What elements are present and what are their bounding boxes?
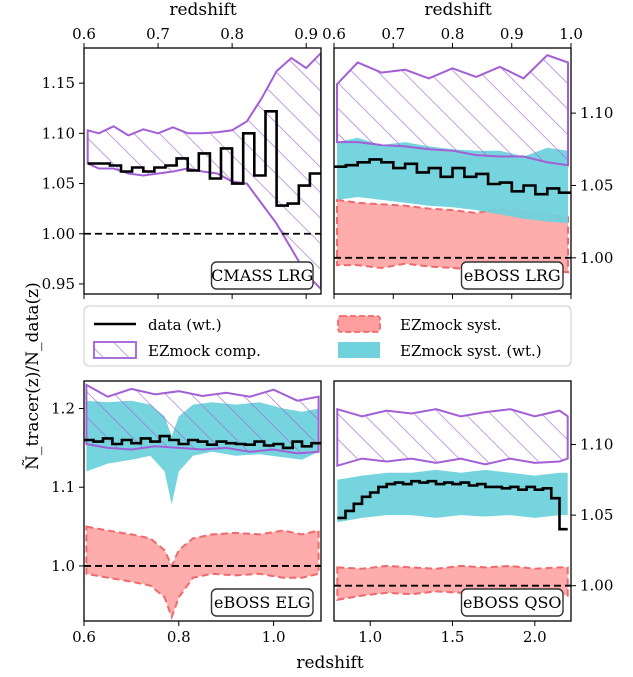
plot-area-eboss-qso <box>334 407 571 601</box>
panel-eboss-elg: 0.6 0.8 1.0 1.0 1.1 1.2 eBOSS ELG <box>51 380 322 646</box>
x-tick-label: 1.0 <box>262 628 286 646</box>
panel-tag-label: CMASS LRG <box>211 266 313 285</box>
legend-item-comp: EZmock comp. <box>93 341 261 360</box>
data-step-line <box>87 110 321 207</box>
y-tick-label: 1.10 <box>42 124 75 142</box>
comp-band <box>86 51 321 291</box>
y-tick-label: 1.0 <box>51 557 75 575</box>
plot-area-eboss-lrg <box>334 54 571 274</box>
data-step-line <box>334 158 571 196</box>
top-xlabel-left: redshift <box>169 0 236 20</box>
comp-band <box>336 54 569 167</box>
x-tick-label-top: 0.8 <box>441 25 465 43</box>
legend: data (wt.) EZmock syst. EZmock comp. EZm… <box>83 305 572 367</box>
legend-label-comp: EZmock comp. <box>148 342 261 360</box>
legend-label-data: data (wt.) <box>148 316 222 334</box>
y-tick-label: 1.05 <box>580 176 613 194</box>
plot-area-eboss-elg <box>84 383 321 621</box>
legend-label-syst: EZmock syst. <box>400 316 502 334</box>
x-tick-label: 1.0 <box>358 628 382 646</box>
syst-wt-band <box>337 137 568 224</box>
legend-swatch-syst-wt <box>338 342 380 358</box>
bottom-xlabel: redshift <box>296 653 363 673</box>
y-tick-label: 1.00 <box>42 225 75 243</box>
y-tick-label: 1.10 <box>580 104 613 122</box>
syst-band <box>336 198 569 274</box>
x-tick-label-top: 0.6 <box>72 25 96 43</box>
x-tick-label-top: 0.9 <box>294 25 318 43</box>
y-axis-label: Ñ_tracer(z)/N_data(z) <box>22 282 43 470</box>
panel-cmass-lrg: 0.6 0.7 0.8 0.9 0.95 1.00 1.05 1.10 1.15 CMASS LR… <box>42 25 322 299</box>
data-step-line <box>84 434 321 450</box>
x-tick-label-top: 0.7 <box>381 25 405 43</box>
panel-tag-label: eBOSS ELG <box>214 593 310 612</box>
x-tick-label-top: 0.9 <box>500 25 524 43</box>
y-tick-label: 1.1 <box>51 478 75 496</box>
y-tick-label: 1.15 <box>42 74 75 92</box>
y-tick-label: 1.00 <box>580 249 613 267</box>
syst-wt-band <box>337 469 568 523</box>
x-tick-label-top: 1.0 <box>559 25 583 43</box>
legend-item-syst-wt: EZmock syst. (wt.) <box>338 342 542 360</box>
comp-band <box>85 383 320 455</box>
panel-frame <box>83 380 322 622</box>
legend-frame <box>83 305 572 367</box>
y-tick-label: 1.00 <box>580 577 613 595</box>
legend-swatch-comp <box>93 341 137 359</box>
panel-tag-box <box>460 261 564 290</box>
x-tick-label-top: 0.7 <box>146 25 170 43</box>
x-tick-label: 1.5 <box>441 628 465 646</box>
y-tick-label: 1.2 <box>51 400 75 418</box>
syst-band <box>85 525 320 621</box>
plot-area-cmass-lrg <box>84 51 321 291</box>
panel-frame <box>83 47 322 295</box>
x-tick-label-top: 0.8 <box>220 25 244 43</box>
panel-eboss-qso: 1.0 1.5 2.0 1.00 1.05 1.10 eBOSS QSO <box>333 380 613 646</box>
x-tick-label: 0.6 <box>72 628 96 646</box>
panel-tag-box <box>210 261 314 290</box>
data-step-line <box>337 479 568 531</box>
legend-item-data: data (wt.) <box>94 316 222 334</box>
legend-label-syst-wt: EZmock syst. (wt.) <box>400 342 542 360</box>
x-tick-label: 0.8 <box>167 628 191 646</box>
y-tick-label: 0.95 <box>42 275 75 293</box>
x-tick-label: 2.0 <box>523 628 547 646</box>
top-xlabel-right: redshift <box>424 0 491 20</box>
panel-eboss-lrg: 0.6 0.7 0.8 0.9 1.0 1.00 1.05 1.10 eBOSS LRG <box>322 25 613 299</box>
panel-tag-label: eBOSS QSO <box>463 593 562 612</box>
y-tick-label: 1.05 <box>42 175 75 193</box>
legend-item-syst: EZmock syst. <box>337 315 502 334</box>
panel-tag-box <box>210 588 314 617</box>
svg-text:Ñ_tracer(z)/N_data(z): Ñ_tracer(z)/N_data(z) <box>22 282 43 470</box>
legend-swatch-syst <box>337 315 381 333</box>
y-tick-label: 1.05 <box>580 506 613 524</box>
panel-tag-label: eBOSS LRG <box>464 266 561 285</box>
y-tick-label: 1.10 <box>580 436 613 454</box>
comp-band <box>336 407 569 468</box>
panel-tag-box <box>460 588 564 617</box>
x-tick-label-top: 0.6 <box>322 25 346 43</box>
